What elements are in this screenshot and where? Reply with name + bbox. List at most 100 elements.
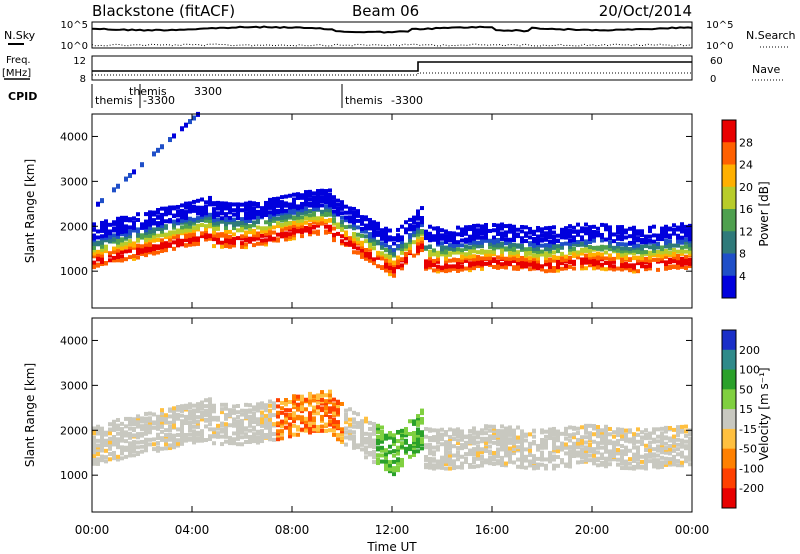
velocity-cell [108,431,112,436]
power-cell [384,258,388,263]
velocity-cell [192,435,196,440]
velocity-cell [160,424,164,429]
power-cell [472,231,476,236]
velocity-cell [312,427,316,432]
power-cell [436,264,440,269]
power-cell [244,233,248,238]
velocity-cell [160,446,164,451]
velocity-cell [124,424,128,429]
power-cell [144,237,148,242]
power-cell [212,218,216,223]
power-cell [312,210,316,215]
power-cell [240,223,244,228]
power-cell [308,228,312,233]
velocity-cell [120,447,124,452]
velocity-cell [308,414,312,419]
velocity-cell [496,433,500,438]
velocity-cell [668,460,672,465]
velocity-cell [276,414,280,419]
power-cell [320,220,324,225]
velocity-cell [92,437,96,442]
power-cell [180,203,184,208]
power-cell [368,232,372,237]
velocity-cell [672,459,676,464]
power-cell [608,225,612,230]
velocity-cell [168,446,172,451]
velocity-cell [216,415,220,420]
velocity-cell [180,419,184,424]
velocity-cell [268,411,272,416]
power-cell [356,213,360,218]
velocity-cell [268,408,272,413]
power-cell [164,209,168,214]
power-cell [360,248,364,253]
velocity-cell [456,429,460,434]
power-cell [384,247,388,252]
power-cell [644,256,648,261]
velocity-cell [380,445,384,450]
velocity-cell [592,452,596,457]
power-cell [208,202,212,207]
power-cell [620,252,624,257]
power-cell [296,225,300,230]
velocity-cell [556,449,560,454]
velocity-cell [468,448,472,453]
power-cell [168,218,172,223]
velocity-cell [452,459,456,464]
power-cell [484,256,488,261]
power-cell [92,260,96,265]
power-cell [224,206,228,211]
velocity-cell [524,458,528,463]
velocity-cell [196,415,200,420]
power-cell [528,230,532,235]
velocity-cell [184,432,188,437]
power-cell [96,255,100,260]
power-cell [384,226,388,231]
power-cell [508,242,512,247]
velocity-cell [608,454,612,459]
velocity-cell [192,438,196,443]
velocity-cell [276,431,280,436]
power-cell [356,237,360,242]
power-cell [248,203,252,208]
power-cell [188,206,192,211]
velocity-cell [384,467,388,472]
power-cell [404,220,408,225]
velocity-cell [316,411,320,416]
velocity-cell [436,433,440,438]
velocity-cell [168,432,172,437]
velocity-cell [344,420,348,425]
velocity-cell [124,416,128,421]
power-cell [656,258,660,263]
velocity-cell [460,461,464,466]
velocity-cell [520,429,524,434]
velocity-cell [560,431,564,436]
velocity-cell [112,442,116,447]
power-cell [156,208,160,213]
power-cell [564,266,568,271]
velocity-cell [688,447,692,452]
velocity-cell [200,413,204,418]
power-cell [384,236,388,241]
power-cell [432,252,436,257]
velocity-cell [448,427,452,432]
power-cell [496,255,500,260]
power-cell [636,245,640,250]
velocity-cell [676,425,680,430]
velocity-cell [380,459,384,464]
velocity-cell [296,407,300,412]
power-cell [336,202,340,207]
power-cell [668,226,672,231]
power-cell [616,234,620,239]
power-cell [448,237,452,242]
velocity-cell [676,433,680,438]
power-cell [92,254,96,259]
power-cell [588,260,592,265]
power-cell [204,208,208,213]
velocity-cell [320,414,324,419]
power-cell [408,240,412,245]
power-cell [268,203,272,208]
power-cell [208,195,212,200]
velocity-cell [564,445,568,450]
power-cell [532,264,536,269]
